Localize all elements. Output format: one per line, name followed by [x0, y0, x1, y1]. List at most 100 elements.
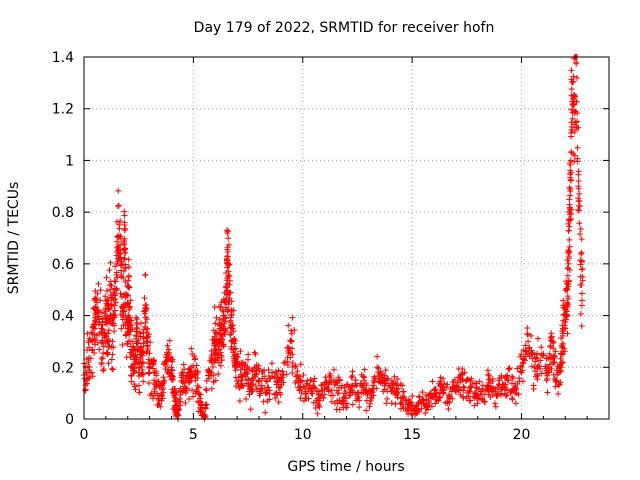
data-point — [393, 382, 400, 389]
data-point — [492, 386, 499, 393]
data-point — [153, 383, 160, 390]
data-point — [565, 248, 572, 255]
y-tick-label: 0 — [65, 412, 74, 428]
data-point — [564, 272, 571, 279]
data-point — [100, 343, 107, 350]
data-point — [215, 370, 222, 377]
data-point — [493, 393, 500, 400]
data-point — [432, 393, 439, 400]
data-point — [190, 393, 197, 400]
data-point — [151, 388, 158, 395]
data-point — [427, 390, 434, 397]
data-point — [310, 382, 317, 389]
data-point — [284, 358, 291, 365]
data-point — [481, 391, 488, 398]
data-point — [303, 395, 310, 402]
data-point — [451, 376, 458, 383]
y-tick-label: 0.6 — [52, 257, 74, 273]
data-point — [175, 412, 182, 419]
data-point — [519, 367, 526, 374]
data-point — [551, 359, 558, 366]
data-point — [555, 382, 562, 389]
data-point — [335, 390, 342, 397]
data-point — [124, 292, 131, 299]
data-point — [129, 326, 136, 333]
data-point — [217, 362, 224, 369]
data-point — [109, 366, 116, 373]
data-point — [291, 327, 298, 334]
data-point — [485, 372, 492, 379]
data-point — [96, 313, 103, 320]
data-point — [169, 366, 176, 373]
data-point — [202, 405, 209, 412]
data-point — [271, 373, 278, 380]
data-point — [145, 369, 152, 376]
data-point — [133, 314, 140, 321]
data-point — [245, 351, 252, 358]
data-point — [321, 391, 328, 398]
data-point — [275, 384, 282, 391]
data-point — [129, 338, 136, 345]
data-point — [537, 357, 544, 364]
data-point — [203, 386, 210, 393]
data-point — [533, 354, 540, 361]
data-point — [519, 359, 526, 366]
data-point — [566, 223, 573, 230]
data-point — [375, 378, 382, 385]
data-point — [444, 381, 451, 388]
data-point — [128, 378, 135, 385]
data-point — [439, 375, 446, 382]
data-point — [149, 358, 156, 365]
data-point — [125, 277, 132, 284]
data-point — [578, 249, 585, 256]
data-point — [125, 283, 132, 290]
data-point — [453, 383, 460, 390]
data-point — [154, 379, 161, 386]
data-point — [383, 400, 390, 407]
data-point — [389, 379, 396, 386]
data-point — [260, 398, 267, 405]
data-point — [105, 330, 112, 337]
data-point — [309, 390, 316, 397]
data-point — [506, 366, 513, 373]
data-point — [217, 349, 224, 356]
data-point — [370, 377, 377, 384]
data-point — [140, 339, 147, 346]
data-point — [570, 73, 577, 80]
data-point — [160, 378, 167, 385]
data-point — [566, 196, 573, 203]
data-point — [98, 361, 105, 368]
data-point — [264, 384, 271, 391]
data-point — [391, 373, 398, 380]
data-point — [95, 280, 102, 287]
data-point — [467, 397, 474, 404]
data-point — [369, 388, 376, 395]
data-point — [573, 74, 580, 81]
data-point — [409, 402, 416, 409]
data-point — [98, 309, 105, 316]
data-point — [454, 379, 461, 386]
data-point — [259, 375, 266, 382]
data-point — [322, 374, 329, 381]
data-point — [104, 287, 111, 294]
data-point — [144, 343, 151, 350]
data-point — [407, 407, 414, 414]
data-point — [117, 262, 124, 269]
data-point — [567, 157, 574, 164]
data-point — [546, 350, 553, 357]
data-point — [289, 351, 296, 358]
data-point — [86, 375, 93, 382]
data-point — [326, 388, 333, 395]
data-point — [392, 401, 399, 408]
data-point — [97, 297, 104, 304]
data-point — [540, 351, 547, 358]
data-point — [192, 355, 199, 362]
data-point — [218, 356, 225, 363]
data-point — [429, 378, 436, 385]
data-point — [440, 387, 447, 394]
data-point — [164, 369, 171, 376]
data-point — [201, 411, 208, 418]
data-point — [370, 392, 377, 399]
data-point — [225, 273, 232, 280]
data-point — [320, 394, 327, 401]
